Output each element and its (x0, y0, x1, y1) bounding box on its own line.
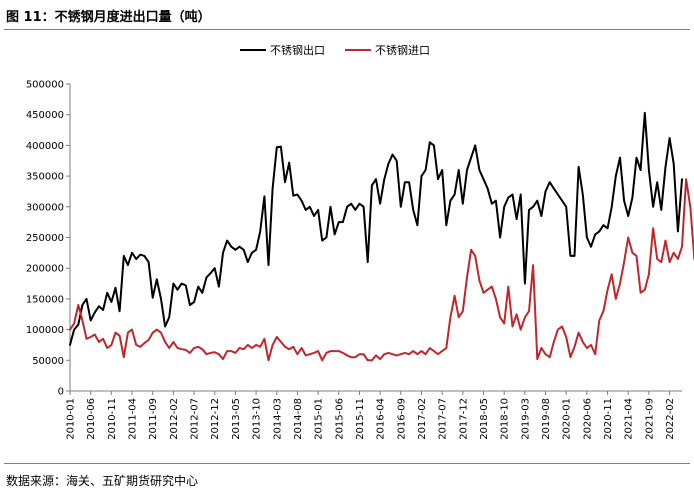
x-tick-label: 2013-10 (252, 398, 263, 440)
legend-label-import: 不锈钢进口 (375, 44, 430, 57)
y-tick-label: 150000 (26, 294, 64, 305)
x-tick-label: 2018-10 (500, 398, 511, 440)
x-tick-label: 2016-09 (396, 398, 407, 440)
x-tick-label: 2015-11 (355, 398, 366, 440)
x-tick-label: 2017-02 (417, 398, 428, 440)
page-title: 图 11：不锈钢月度进出口量（吨） (6, 10, 211, 25)
series-layer (69, 111, 694, 362)
source-note: 数据来源：海关、五矿期货研究中心 (6, 474, 199, 488)
chart-legend: 不锈钢出口 不锈钢进口 (240, 43, 430, 57)
x-tick-label: 2019-03 (520, 398, 531, 440)
y-tick-label: 0 (58, 387, 64, 398)
line-chart: 不锈钢出口 不锈钢进口 0 50000 100000 150000 200000 25000… (26, 43, 694, 440)
x-tick-label: 2020-01 (562, 398, 573, 440)
x-tick-label: 2012-12 (210, 398, 221, 440)
x-tick-label: 2021-09 (644, 398, 655, 440)
y-tick-label: 350000 (26, 172, 64, 183)
x-tick-label: 2011-09 (148, 398, 159, 440)
x-tick-label: 2022-02 (665, 398, 676, 440)
footer-divider (4, 463, 690, 464)
import-series-line (69, 178, 694, 362)
y-axis: 0 50000 100000 150000 200000 250000 300000 3500… (26, 80, 71, 398)
x-tick-label: 2017-12 (458, 398, 469, 440)
x-tick-label: 2014-03 (272, 398, 283, 440)
x-tick-label: 2016-04 (376, 398, 387, 440)
x-tick-label: 2010-01 (66, 398, 77, 440)
x-tick-label: 2021-04 (624, 398, 635, 440)
y-tick-label: 50000 (32, 356, 64, 367)
y-tick-label: 450000 (26, 110, 64, 121)
x-tick-label: 2011-04 (128, 398, 139, 440)
x-tick-label: 2015-01 (314, 398, 325, 440)
x-tick-label: 2018-05 (479, 398, 490, 440)
y-tick-label: 400000 (26, 141, 64, 152)
export-series-line (69, 111, 683, 346)
x-tick-label: 2014-08 (293, 398, 304, 440)
x-tick-label: 2013-05 (231, 398, 242, 440)
x-tick-label: 2019-08 (541, 398, 552, 440)
x-tick-label: 2020-11 (603, 398, 614, 440)
y-tick-label: 250000 (26, 233, 64, 244)
x-axis: 2010-01 2010-06 2010-11 2011-04 2011-09 2012-… (66, 390, 682, 440)
title-divider (4, 29, 690, 30)
x-tick-label: 2012-02 (169, 398, 180, 440)
x-tick-label: 2017-07 (438, 398, 449, 440)
y-tick-label: 200000 (26, 264, 64, 275)
legend-label-export: 不锈钢出口 (270, 43, 325, 57)
y-tick-label: 300000 (26, 202, 64, 213)
y-tick-label: 500000 (26, 80, 64, 91)
y-tick-label: 100000 (26, 325, 64, 336)
x-tick-label: 2012-07 (190, 398, 201, 440)
x-tick-label: 2010-11 (107, 398, 118, 440)
x-tick-label: 2015-06 (334, 398, 345, 440)
x-tick-label: 2020-06 (582, 398, 593, 440)
x-tick-label: 2010-06 (86, 398, 97, 440)
